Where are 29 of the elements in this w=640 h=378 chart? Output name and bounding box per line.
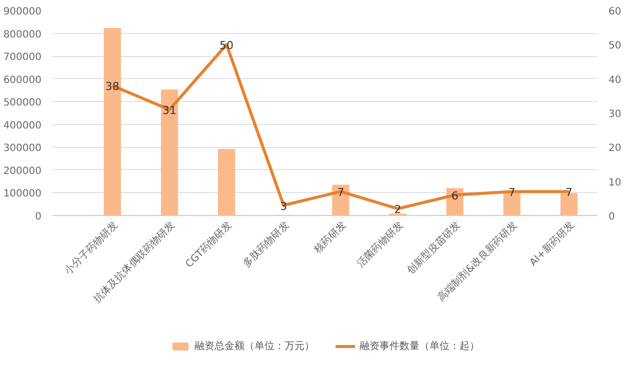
y-tick-label: 800000 [3,29,42,40]
data-label: 31 [162,104,176,118]
x-tick-label: 核药研发 [311,218,349,256]
x-tick-label: 多肽药物研发 [240,218,292,270]
y2-tick-label: 50 [608,40,622,52]
y-tick-label: 900000 [3,6,42,18]
y2-tick-label: 30 [608,109,622,120]
y-tick-label: 600000 [3,74,42,86]
y-tick-label: 200000 [3,166,42,177]
x-tick-label: 活菌药物研发 [354,218,406,270]
y2-tick-label: 20 [608,143,622,154]
data-label: 7 [337,186,344,200]
y2-tick-label: 40 [608,74,622,86]
data-label: 38 [105,80,120,94]
y2-tick-label: 0 [608,212,615,222]
y-tick-label: 0 [35,212,42,222]
legend-label: 融资事件数量（单位：起） [360,340,480,353]
data-label: 7 [508,186,516,200]
y-tick-label: 100000 [3,188,42,200]
x-tick-label: AI+新药研发 [527,218,577,269]
y-tick-label: 700000 [3,52,42,64]
y2-tick-label: 60 [608,6,622,18]
y2-tick-label: 10 [608,177,622,188]
data-label: 7 [565,186,572,200]
y-tick-label: 300000 [3,143,42,154]
data-label: 6 [451,190,458,202]
legend-label: 融资总金额（单位：万元） [194,340,314,353]
y-tick-label: 400000 [3,120,42,132]
y-tick-label: 500000 [3,98,42,109]
